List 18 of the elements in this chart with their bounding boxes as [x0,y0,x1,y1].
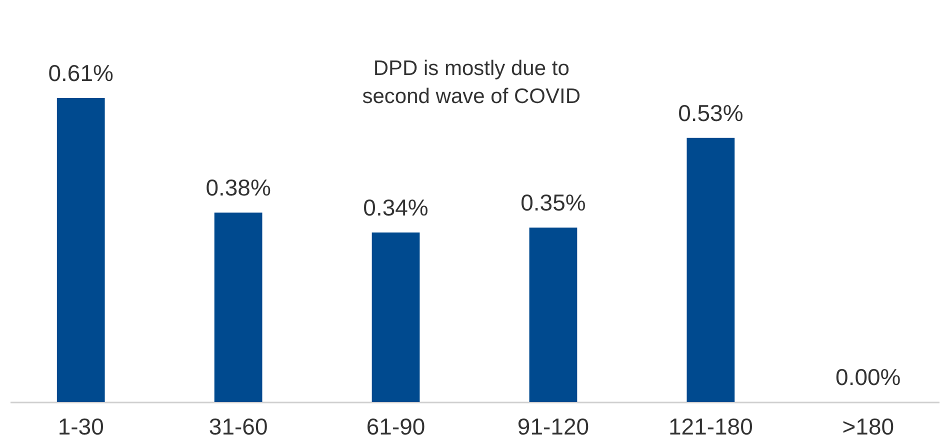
bar [372,232,420,402]
x-tick-label: 61-90 [366,414,426,440]
x-tick-label: 1-30 [58,414,104,440]
bar [214,212,262,402]
bar [686,138,735,402]
data-label: 0.38% [206,174,271,201]
annotation: DPD is mostly due to second wave of COVID [362,57,580,108]
data-label: 0.34% [363,194,428,221]
data-label: 0.61% [48,60,114,86]
bar [529,228,578,402]
data-label: 0.53% [678,100,744,126]
x-tick-label: 91-120 [517,414,590,440]
data-label: 0.00% [836,364,901,390]
x-tick-label: 121-180 [668,414,753,440]
x-tick-label: 31-60 [208,414,268,440]
bar [56,98,105,402]
x-tick-label: >180 [842,414,894,440]
data-label: 0.35% [520,190,586,216]
